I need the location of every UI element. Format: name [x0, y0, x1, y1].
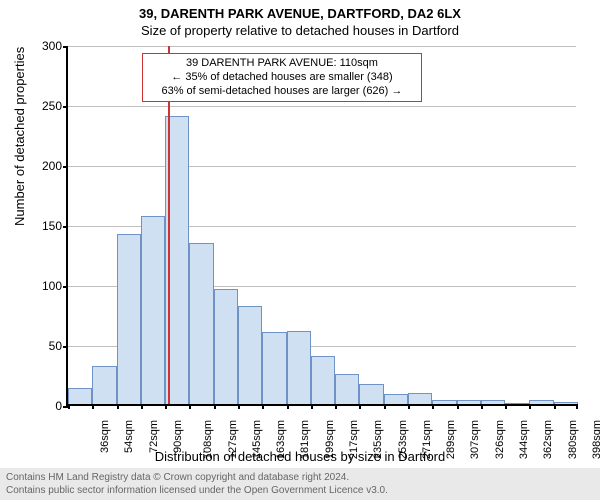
bar	[457, 400, 481, 404]
xtick-mark	[384, 404, 386, 409]
ytick-label: 150	[32, 219, 62, 233]
ytick-mark	[63, 166, 68, 168]
bar	[554, 402, 578, 404]
bar	[529, 400, 553, 404]
xtick-mark	[238, 404, 240, 409]
bar	[384, 394, 408, 404]
xtick-mark	[359, 404, 361, 409]
xtick-mark	[92, 404, 94, 409]
xtick-mark	[408, 404, 410, 409]
annotation-box: 39 DARENTH PARK AVENUE: 110sqm← 35% of d…	[142, 53, 422, 102]
gridline	[68, 106, 576, 107]
xtick-mark	[189, 404, 191, 409]
bar	[141, 216, 165, 404]
x-axis-label: Distribution of detached houses by size …	[0, 449, 600, 464]
xtick-mark	[214, 404, 216, 409]
ytick-label: 250	[32, 99, 62, 113]
bar	[117, 234, 141, 404]
xtick-mark	[554, 404, 556, 409]
bar	[189, 243, 213, 404]
xtick-mark	[505, 404, 507, 409]
bar	[92, 366, 116, 404]
ytick-mark	[63, 226, 68, 228]
xtick-mark	[529, 404, 531, 409]
xtick-mark	[165, 404, 167, 409]
footer-line-2: Contains public sector information licen…	[6, 484, 594, 497]
ytick-label: 50	[32, 339, 62, 353]
bar	[311, 356, 335, 404]
y-axis-label: Number of detached properties	[12, 47, 27, 226]
bar	[287, 331, 311, 404]
xtick-mark	[287, 404, 289, 409]
xtick-mark	[68, 404, 70, 409]
xtick-mark	[335, 404, 337, 409]
ytick-mark	[63, 46, 68, 48]
annotation-line: ← 35% of detached houses are smaller (34…	[149, 71, 415, 85]
xtick-mark	[311, 404, 313, 409]
xtick-mark	[117, 404, 119, 409]
bar	[214, 289, 238, 404]
xtick-mark	[141, 404, 143, 409]
ytick-label: 100	[32, 279, 62, 293]
xtick-mark	[262, 404, 264, 409]
ytick-label: 0	[32, 399, 62, 413]
ytick-label: 300	[32, 39, 62, 53]
ytick-mark	[63, 346, 68, 348]
bar	[408, 393, 432, 404]
annotation-line: 39 DARENTH PARK AVENUE: 110sqm	[149, 57, 415, 71]
bar	[68, 388, 92, 404]
footer-line-1: Contains HM Land Registry data © Crown c…	[6, 471, 594, 484]
ytick-mark	[63, 106, 68, 108]
bar	[238, 306, 262, 404]
xtick-mark	[432, 404, 434, 409]
bar	[505, 403, 529, 404]
page-title: 39, DARENTH PARK AVENUE, DARTFORD, DA2 6…	[0, 6, 600, 21]
bar	[481, 400, 505, 404]
xtick-mark	[457, 404, 459, 409]
ytick-label: 200	[32, 159, 62, 173]
bar-chart: 05010015020025030036sqm54sqm72sqm90sqm10…	[66, 46, 576, 406]
bar	[432, 400, 456, 404]
xtick-mark	[576, 404, 578, 409]
bar	[262, 332, 286, 404]
annotation-line: 63% of semi-detached houses are larger (…	[149, 85, 415, 99]
bar	[359, 384, 383, 404]
xtick-mark	[481, 404, 483, 409]
page-subtitle: Size of property relative to detached ho…	[0, 23, 600, 38]
bar	[335, 374, 359, 404]
ytick-mark	[63, 286, 68, 288]
gridline	[68, 166, 576, 167]
footer: Contains HM Land Registry data © Crown c…	[0, 468, 600, 500]
gridline	[68, 46, 576, 47]
